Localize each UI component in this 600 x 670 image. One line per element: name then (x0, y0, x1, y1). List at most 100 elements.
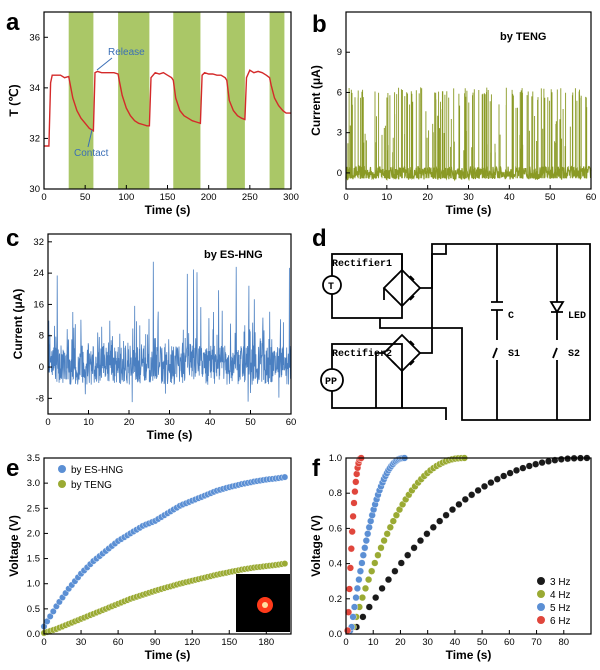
x-tick-label: 300 (283, 192, 299, 203)
data-point-4-hz (371, 559, 379, 567)
data-point-5-hz (362, 536, 370, 545)
data-point-3-hz (487, 479, 495, 487)
chart-c-eshng-current: 0 10 20 30 40 50 60 -8 0 8 16 24 32 Time (s) Current (… (11, 233, 296, 442)
x-tick-label: 10 (368, 637, 379, 648)
y-tick-label: 9 (337, 47, 342, 58)
y-tick-label: 36 (29, 32, 40, 43)
plot-frame (345, 457, 592, 635)
annotation-contact: Contact (74, 148, 109, 159)
x-tick-label: 30 (422, 637, 433, 648)
led-symbol (549, 301, 565, 314)
y-axis-label: Current (μA) (309, 65, 323, 136)
y-tick-label: 6 (337, 87, 342, 98)
x-tick-label: 70 (531, 637, 542, 648)
data-point-3-hz (544, 457, 553, 465)
x-tick-label: 120 (184, 637, 200, 648)
data-point-3-hz (448, 506, 457, 514)
series-line-eshng (47, 261, 292, 403)
x-tick-label: 150 (221, 637, 237, 648)
data-point-4-hz (386, 523, 394, 531)
data-point-3-hz (372, 593, 380, 602)
data-point-3-hz (359, 613, 367, 621)
y-tick-label: 3.0 (27, 478, 40, 489)
y-axis-label: Voltage (V) (309, 515, 323, 577)
x-tick-label: 0 (343, 192, 348, 203)
data-point-3-hz (461, 495, 469, 504)
inset-led-core (262, 602, 268, 608)
x-tick-label: 20 (124, 417, 135, 428)
chart-b-note: by TENG (500, 31, 546, 43)
x-tick-label: 50 (245, 417, 256, 428)
x-tick-label: 90 (150, 637, 161, 648)
rectifier2-label: Rectifier2 (332, 348, 392, 360)
y-tick-label: 0.6 (329, 523, 342, 534)
data-point-3-hz (416, 536, 425, 545)
chart-a-temperature: 0 50 100 150 200 250 300 30 32 34 36 Time (s) T (℃) R… (7, 11, 299, 217)
x-tick-label: 60 (504, 637, 515, 648)
rectifier1-bridge (382, 268, 422, 308)
data-point-3-hz (365, 603, 373, 611)
y-axis-label: T (℃) (7, 84, 21, 116)
legend-label: 4 Hz (550, 590, 571, 601)
data-point-3-hz (378, 584, 386, 593)
data-point-3-hz (525, 462, 533, 470)
green-band (226, 12, 245, 189)
y-tick-label: 8 (39, 331, 44, 342)
panel-label-f: f (312, 455, 321, 482)
switch-s2-symbol (552, 347, 558, 420)
legend-marker (537, 577, 545, 585)
legend-marker (58, 465, 66, 473)
data-point-5-hz (364, 530, 372, 538)
data-point-5-hz (361, 544, 369, 552)
data-point-6-hz (346, 564, 355, 572)
y-tick-label: 32 (29, 133, 40, 144)
y-axis-label: Voltage (V) (7, 515, 21, 577)
x-axis-label: Time (s) (145, 648, 191, 662)
x-tick-label: 30 (164, 417, 175, 428)
data-point-5-hz (359, 551, 367, 559)
y-tick-label: 0.0 (329, 629, 342, 640)
x-tick-label: 0 (343, 637, 348, 648)
data-point-3-hz (410, 544, 418, 552)
x-tick-label: 40 (205, 417, 216, 428)
data-point-4-hz (389, 517, 397, 525)
green-band (118, 12, 150, 189)
x-tick-label: 60 (586, 192, 597, 203)
x-tick-label: 200 (201, 192, 217, 203)
led-symbol (551, 311, 563, 340)
x-tick-label: 100 (118, 192, 134, 203)
x-axis-label: Time (s) (446, 648, 492, 662)
data-point-3-hz (423, 530, 431, 538)
y-tick-label: 0.5 (27, 604, 40, 615)
data-point-6-hz (350, 499, 358, 507)
legend-marker (537, 603, 545, 611)
series-line-temperature (44, 69, 291, 147)
y-tick-label: 0.0 (27, 629, 40, 640)
y-tick-label: 0.8 (329, 488, 342, 499)
x-axis-label: Time (s) (147, 428, 193, 442)
y-tick-label: 3 (337, 128, 342, 139)
x-tick-label: 50 (545, 192, 556, 203)
x-axis-label: Time (s) (145, 203, 191, 217)
data-point-5-hz (367, 517, 375, 525)
data-point-5-hz (356, 567, 365, 575)
x-axis-label: Time (s) (446, 203, 492, 217)
series-spikes-teng (347, 87, 588, 179)
data-point-5-hz (350, 603, 359, 611)
data-point-4-hz (358, 593, 367, 602)
data-point-by-teng (281, 560, 289, 567)
data-point-3-hz (519, 464, 527, 472)
data-point-4-hz (380, 536, 388, 545)
legend-label: by TENG (71, 480, 112, 491)
legend-marker (58, 480, 66, 488)
x-tick-label: 10 (382, 192, 393, 203)
panel-label-e: e (6, 455, 19, 482)
data-point-3-hz (391, 567, 399, 575)
data-point-3-hz (506, 469, 514, 477)
data-point-3-hz (480, 482, 489, 491)
data-point-3-hz (429, 523, 437, 531)
data-point-5-hz (355, 575, 363, 584)
y-tick-label: 24 (33, 268, 44, 279)
data-point-3-hz (538, 459, 546, 467)
